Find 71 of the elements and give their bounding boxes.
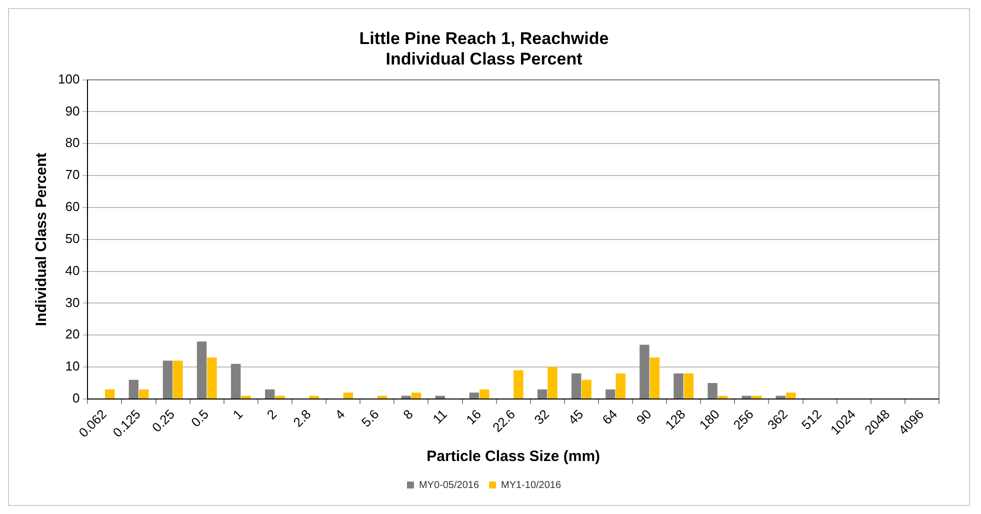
x-tick-label: 128 xyxy=(662,406,688,432)
bar xyxy=(343,392,354,398)
bar xyxy=(742,396,752,398)
bar xyxy=(104,389,115,398)
bar xyxy=(309,396,319,398)
y-tick-label: 100 xyxy=(58,71,80,86)
bar xyxy=(401,396,411,398)
y-tick-label: 20 xyxy=(65,326,80,342)
y-tick-label: 10 xyxy=(65,358,80,374)
x-tick-label: 4 xyxy=(332,406,348,422)
bar xyxy=(786,392,796,398)
bar xyxy=(684,373,694,398)
bar xyxy=(435,396,445,398)
x-tick-label: 512 xyxy=(798,406,824,432)
x-tick-label: 2 xyxy=(264,406,280,422)
y-tick-label: 90 xyxy=(65,103,80,118)
y-axis-title: Individual Class Percent xyxy=(33,152,50,326)
bar xyxy=(571,373,582,398)
x-tick-label: 2.8 xyxy=(290,406,314,430)
bar xyxy=(128,380,139,398)
y-tick-label: 30 xyxy=(65,294,80,310)
x-tick-label: 1 xyxy=(230,406,246,422)
bar xyxy=(752,396,762,398)
x-tick-label: 16 xyxy=(463,406,484,428)
x-tick-label: 90 xyxy=(633,406,654,428)
y-tick-label: 60 xyxy=(65,199,80,214)
x-axis-title: Particle Class Size (mm) xyxy=(426,448,600,466)
legend-label: MY1-10/2016 xyxy=(501,480,562,491)
y-tick-label: 40 xyxy=(65,262,80,278)
y-tick-label: 70 xyxy=(65,167,80,182)
x-tick-label: 8 xyxy=(400,406,416,422)
bar xyxy=(640,344,650,398)
bar xyxy=(162,360,173,398)
x-tick-label: 32 xyxy=(531,406,552,428)
x-tick-label: 362 xyxy=(764,406,790,432)
bar xyxy=(674,373,684,398)
x-tick-label: 45 xyxy=(565,406,586,428)
bar xyxy=(377,396,388,398)
x-tick-label: 0.5 xyxy=(188,406,212,430)
x-tick-label: 11 xyxy=(430,406,450,427)
bar xyxy=(480,389,490,398)
bar xyxy=(514,370,524,398)
bar xyxy=(173,360,183,398)
bar xyxy=(411,392,422,398)
y-tick-label: 50 xyxy=(65,230,80,246)
bar xyxy=(275,396,285,398)
x-tick-label: 0.25 xyxy=(148,406,178,436)
bar xyxy=(469,392,480,398)
legend-label: MY0-05/2016 xyxy=(418,480,480,491)
x-tick-label: 256 xyxy=(730,406,756,432)
y-tick-label: 0 xyxy=(72,390,80,406)
bar xyxy=(606,389,616,398)
x-tick-label: 64 xyxy=(599,406,620,428)
bar xyxy=(776,396,786,398)
bar xyxy=(582,380,592,398)
bar xyxy=(139,389,149,398)
bar xyxy=(230,364,241,398)
bar xyxy=(265,389,275,398)
bar xyxy=(548,367,558,398)
x-tick-label: 5.6 xyxy=(358,406,382,430)
chart-title: Little Pine Reach 1, Reachwide Individual Class Percent xyxy=(359,28,609,68)
y-tick-label: 80 xyxy=(65,135,80,150)
x-tick-label: 180 xyxy=(696,406,722,432)
bar xyxy=(207,357,217,398)
bar xyxy=(718,396,728,398)
bar xyxy=(241,396,251,398)
bar xyxy=(708,383,718,398)
bar xyxy=(650,357,660,398)
bar xyxy=(616,373,626,398)
bar xyxy=(196,342,207,398)
bar xyxy=(537,389,548,398)
